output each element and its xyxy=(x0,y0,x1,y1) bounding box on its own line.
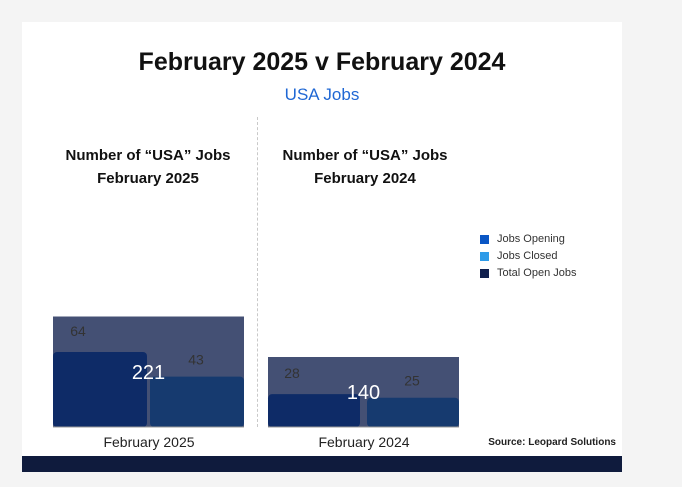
panel-title-2024: Number of “USA” Jobs February 2024 xyxy=(255,144,475,190)
legend-item-jobs-closed: Jobs Closed xyxy=(480,248,577,264)
legend-label-total-open-jobs: Total Open Jobs xyxy=(497,267,577,279)
label-jobs-closed-2024: 25 xyxy=(404,373,420,389)
legend-swatch-jobs-opening xyxy=(480,234,489,244)
legend-item-jobs-opening: Jobs Opening xyxy=(480,231,577,247)
label-total-open-jobs-2025: 221 xyxy=(132,362,165,384)
bar-total-open-jobs-2025 xyxy=(53,316,244,427)
panel-title-2024-line2: February 2024 xyxy=(314,170,416,187)
panel-title-2025-line2: February 2025 xyxy=(97,170,199,187)
label-jobs-opening-2024: 28 xyxy=(284,365,300,381)
panel-title-2025: Number of “USA” Jobs February 2025 xyxy=(38,144,258,190)
label-jobs-closed-2025: 43 xyxy=(188,352,204,368)
x-tick-label-2025: February 2025 xyxy=(103,434,194,450)
legend: Jobs Opening Jobs Closed Total Open Jobs xyxy=(480,231,577,282)
panel-title-2025-line1: Number of “USA” Jobs xyxy=(65,147,231,164)
legend-item-total-open-jobs: Total Open Jobs xyxy=(480,265,577,281)
chart-plot-area: 64 43 221 February 2025 28 25 140 February 2024 xyxy=(53,316,459,450)
label-total-open-jobs-2024: 140 xyxy=(347,382,380,404)
label-jobs-opening-2025: 64 xyxy=(70,323,86,339)
legend-swatch-total-open-jobs xyxy=(480,268,489,278)
legend-label-jobs-opening: Jobs Opening xyxy=(497,233,565,245)
x-tick-label-2024: February 2024 xyxy=(318,434,409,450)
panel-divider xyxy=(257,117,258,427)
chart-title: February 2025 v February 2024 xyxy=(138,48,506,76)
legend-swatch-jobs-closed xyxy=(480,251,489,261)
panel-title-2024-line1: Number of “USA” Jobs xyxy=(282,147,448,164)
footer-bar xyxy=(22,456,622,472)
bar-total-open-jobs-2024 xyxy=(268,357,459,427)
legend-label-jobs-closed: Jobs Closed xyxy=(497,250,558,262)
chart-card: February 2025 v February 2024 USA Jobs N… xyxy=(22,22,622,472)
chart-subtitle: USA Jobs xyxy=(284,85,360,104)
source-note: Source: Leopard Solutions xyxy=(488,437,616,448)
